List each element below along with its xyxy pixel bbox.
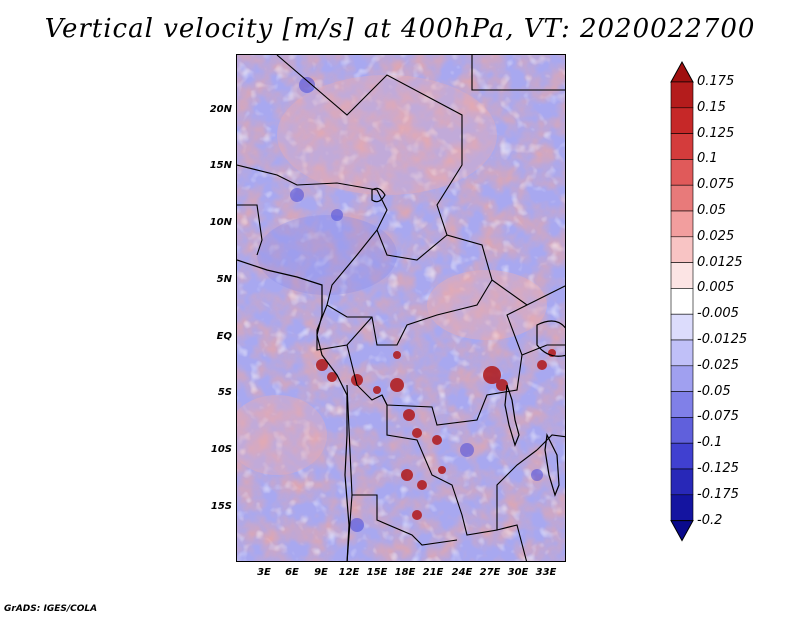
colorbar-min-arrow <box>670 520 694 542</box>
great-lakes <box>371 187 565 497</box>
colorbar-bin <box>670 236 694 263</box>
lat-tick: 15S <box>210 501 232 512</box>
colorbar-bin <box>670 107 694 134</box>
lon-tick: 33E <box>535 567 557 578</box>
colorbar-bin <box>670 184 694 212</box>
footer-credit: GrADS: IGES/COLA <box>4 604 98 614</box>
colorbar-label: 0.05 <box>697 203 726 218</box>
colorbar-bin <box>670 417 694 444</box>
colorbar-bin <box>670 133 694 160</box>
east-warm-region <box>427 270 547 340</box>
colorbar-label: 0.15 <box>697 99 726 115</box>
colorbar-bin <box>670 313 694 341</box>
colorbar-label: 0.1 <box>697 151 718 167</box>
northern-warm-region <box>277 75 497 195</box>
colorbar-bin <box>670 262 694 289</box>
colorbar-label: 0.175 <box>697 74 735 89</box>
lat-tick: 5S <box>217 387 232 398</box>
west-warm-region <box>237 395 327 475</box>
colorbar-label: 0.075 <box>697 177 735 193</box>
lake-chad <box>371 187 386 203</box>
lat-tick: EQ <box>216 331 232 342</box>
colorbar-bin <box>670 339 694 367</box>
lake-malawi <box>544 432 560 497</box>
lon-tick: 12E <box>338 567 360 578</box>
lon-tick: 24E <box>451 567 473 578</box>
lake-victoria <box>536 320 565 357</box>
colorbar-label: 0.005 <box>697 280 735 296</box>
lon-tick: 18E <box>394 567 416 578</box>
lon-tick: 15E <box>366 567 388 578</box>
colorbar-label: -0.175 <box>697 486 739 502</box>
lake-tanganyika <box>504 384 520 447</box>
colorbar-label: -0.2 <box>697 512 723 528</box>
colorbar-bin <box>670 468 694 496</box>
colorbar-label: 0.025 <box>697 228 735 244</box>
colorbar-label: 0.125 <box>697 125 735 141</box>
colorbar-label: -0.025 <box>697 357 739 373</box>
colorbar-bin <box>670 210 694 238</box>
colorbar-label: -0.0125 <box>697 332 748 347</box>
country-borders <box>237 55 565 561</box>
strong-descent <box>290 77 543 532</box>
colorbar-bin <box>670 81 694 109</box>
colorbar-bin <box>670 365 694 392</box>
colorbar-label: -0.075 <box>697 409 739 425</box>
colorbar-bin <box>670 494 694 521</box>
colorbar-label: 0.0125 <box>697 254 743 270</box>
colorbar-label: -0.05 <box>697 383 731 399</box>
near-zero-field <box>237 55 565 561</box>
colorbar-label: -0.005 <box>697 306 739 322</box>
colorbar-bin <box>670 288 694 315</box>
colorbar-bin <box>670 391 694 418</box>
colorbar <box>670 60 694 542</box>
lon-tick: 9E <box>314 567 328 578</box>
lon-tick: 3E <box>257 567 271 578</box>
lat-tick: 10S <box>210 444 232 455</box>
lon-tick: 6E <box>285 567 299 578</box>
lat-tick: 10N <box>209 217 232 228</box>
field-svg <box>237 55 565 561</box>
lon-tick: 27E <box>479 567 501 578</box>
west-cool-region <box>257 215 397 295</box>
colorbar-bin <box>670 442 694 470</box>
chart-title: Vertical velocity [m/s] at 400hPa, VT: 2… <box>44 14 756 44</box>
lat-tick: 5N <box>216 274 232 285</box>
colorbar-label: -0.125 <box>697 461 739 476</box>
colorbar-max-arrow <box>670 60 694 83</box>
lon-tick: 21E <box>422 567 444 578</box>
atlantic-coastline <box>237 259 350 561</box>
lon-tick: 30E <box>507 567 529 578</box>
map-panel[interactable] <box>236 54 566 562</box>
colorbar-label: -0.1 <box>697 435 723 451</box>
convective-cores <box>316 349 556 520</box>
lat-tick: 15N <box>209 160 232 171</box>
lat-tick: 20N <box>209 104 232 115</box>
colorbar-bin <box>670 159 694 186</box>
